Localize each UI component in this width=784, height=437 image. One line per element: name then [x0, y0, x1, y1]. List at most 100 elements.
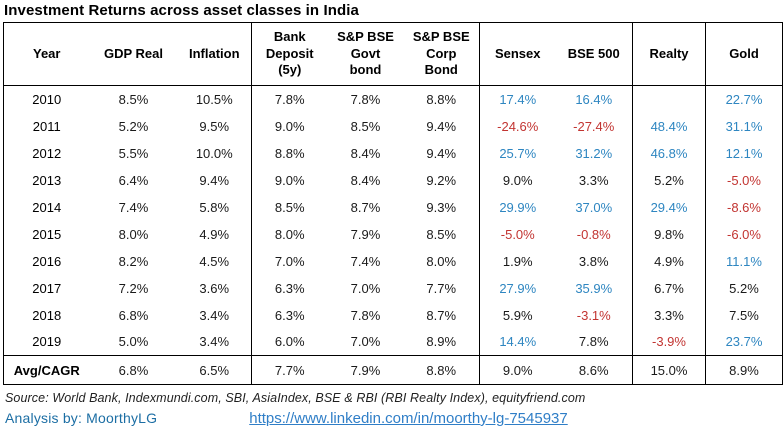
- value-cell: 7.5%: [729, 307, 759, 323]
- value-cell: 37.0%: [555, 193, 633, 221]
- value-cell: -6.0%: [727, 226, 761, 242]
- value-cell: 10.0%: [177, 139, 252, 167]
- value-cell: 8.0%: [403, 247, 480, 275]
- value-cell: 8.5%: [350, 118, 381, 134]
- value-cell: [632, 85, 706, 113]
- table-row: 2012 5.5% 10.0% 8.8% 8.4% 9.4% 25.7% 31.2% 46.8%…: [4, 139, 783, 167]
- value-cell: 3.4%: [177, 328, 252, 356]
- column-header: Year: [3, 22, 90, 86]
- value-cell: 7.0%: [274, 253, 305, 269]
- column-header: BSE 500: [555, 22, 633, 86]
- value-cell: 5.9%: [502, 307, 533, 323]
- value-cell: 5.5%: [118, 145, 149, 161]
- row-label-cell: 2013: [32, 172, 62, 188]
- table-row: 2018 6.8% 3.4% 6.3% 7.8% 8.7% 5.9% -3.1% 3.3% 7.5…: [4, 301, 783, 329]
- value-cell: -27.4%: [555, 112, 633, 140]
- value-cell: 5.2%: [632, 166, 706, 194]
- value-cell: 9.0%: [479, 355, 556, 385]
- footer: Source: World Bank, Indexmundi.com, SBI,…: [5, 391, 784, 427]
- value-cell: 14.4%: [499, 334, 537, 350]
- value-cell: 8.5%: [274, 199, 305, 215]
- value-cell: 4.9%: [632, 247, 706, 275]
- value-cell: 5.8%: [177, 193, 252, 221]
- table-row: Avg/CAGR 6.8% 6.5% 7.7% 7.9% 8.8% 9.0% 8.6% 15.0…: [3, 355, 783, 385]
- value-cell: 8.5%: [118, 91, 149, 107]
- value-cell: 7.8%: [350, 307, 381, 323]
- value-cell: 8.0%: [118, 226, 149, 242]
- value-cell: 9.0%: [274, 118, 305, 134]
- column-header: Inflation: [177, 22, 252, 86]
- row-label-cell: 2010: [32, 91, 62, 107]
- table-row: 2010 8.5% 10.5% 7.8% 7.8% 8.8% 17.4% 16.4% 22.7%: [4, 85, 783, 113]
- table-row: 2014 7.4% 5.8% 8.5% 8.7% 9.3% 29.9% 37.0% 29.4% -…: [4, 193, 783, 221]
- value-cell: 3.6%: [177, 274, 252, 302]
- value-cell: 8.5%: [403, 220, 480, 248]
- column-header: Gold: [705, 22, 783, 86]
- value-cell: -5.0%: [500, 226, 535, 242]
- value-cell: -8.6%: [727, 199, 761, 215]
- value-cell: 7.7%: [403, 274, 480, 302]
- value-cell: 4.5%: [177, 247, 252, 275]
- value-cell: 7.9%: [327, 355, 404, 385]
- value-cell: 9.4%: [403, 112, 480, 140]
- value-cell: 48.4%: [632, 112, 706, 140]
- value-cell: 15.0%: [632, 355, 706, 385]
- value-cell: 7.8%: [274, 91, 305, 107]
- value-cell: 16.4%: [555, 85, 633, 113]
- value-cell: 6.8%: [89, 355, 178, 385]
- column-header: Bank Deposit (5y): [251, 22, 328, 86]
- column-header: GDP Real: [89, 22, 178, 86]
- value-cell: 7.9%: [350, 226, 381, 242]
- column-header: Sensex: [479, 22, 556, 86]
- column-header: S&P BSE Corp Bond: [403, 22, 480, 86]
- value-cell: 7.7%: [251, 355, 328, 385]
- value-cell: 8.7%: [403, 301, 480, 329]
- value-cell: 7.4%: [350, 253, 381, 269]
- row-label-cell: 2014: [32, 199, 62, 215]
- value-cell: 10.5%: [177, 85, 252, 113]
- value-cell: 31.1%: [725, 118, 763, 134]
- value-cell: 6.5%: [177, 355, 252, 385]
- row-label-cell: 2015: [32, 226, 62, 242]
- value-cell: -0.8%: [555, 220, 633, 248]
- value-cell: 25.7%: [499, 145, 537, 161]
- credit-line: Analysis by: MoorthyLG https://www.linke…: [5, 410, 784, 427]
- value-cell: -24.6%: [497, 118, 539, 134]
- value-cell: 6.0%: [274, 334, 305, 350]
- value-cell: -3.9%: [632, 328, 706, 356]
- value-cell: 9.3%: [403, 193, 480, 221]
- linkedin-link[interactable]: https://www.linkedin.com/in/moorthy-lg-7…: [249, 410, 568, 427]
- value-cell: 7.0%: [350, 280, 381, 296]
- table-row: 2017 7.2% 3.6% 6.3% 7.0% 7.7% 27.9% 35.9% 6.7% 5.…: [4, 274, 783, 302]
- value-cell: 9.0%: [502, 172, 533, 188]
- value-cell: 6.3%: [274, 307, 305, 323]
- value-cell: 6.4%: [118, 172, 149, 188]
- value-cell: 3.8%: [555, 247, 633, 275]
- value-cell: 8.8%: [403, 355, 480, 385]
- table-row: 2013 6.4% 9.4% 9.0% 8.4% 9.2% 9.0% 3.3% 5.2% -5.0…: [4, 166, 783, 194]
- value-cell: 3.3%: [555, 166, 633, 194]
- value-cell: -3.1%: [555, 301, 633, 329]
- row-label-cell: 2012: [32, 145, 62, 161]
- value-cell: 8.4%: [350, 145, 381, 161]
- row-label-cell: 2019: [32, 334, 62, 350]
- value-cell: 7.0%: [350, 334, 381, 350]
- value-cell: 9.5%: [177, 112, 252, 140]
- value-cell: 8.0%: [274, 226, 305, 242]
- row-label-cell: Avg/CAGR: [3, 355, 90, 385]
- value-cell: 29.4%: [632, 193, 706, 221]
- value-cell: 5.2%: [118, 118, 149, 134]
- value-cell: 4.9%: [177, 220, 252, 248]
- value-cell: 6.7%: [632, 274, 706, 302]
- page-title: Investment Returns across asset classes …: [4, 2, 359, 19]
- value-cell: 8.8%: [274, 145, 305, 161]
- row-label-cell: 2011: [32, 118, 61, 134]
- header-row: Year GDP Real Inflation Bank Deposit (5y) S&…: [3, 22, 783, 86]
- value-cell: 3.4%: [177, 301, 252, 329]
- value-cell: 1.9%: [502, 253, 533, 269]
- row-label-cell: 2017: [32, 280, 62, 296]
- value-cell: 9.4%: [403, 139, 480, 167]
- value-cell: 6.8%: [118, 307, 149, 323]
- value-cell: 5.0%: [118, 334, 149, 350]
